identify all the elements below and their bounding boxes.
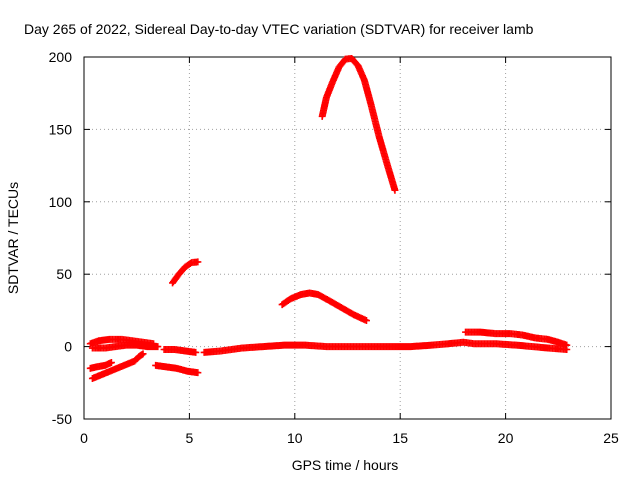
series-arc-mid-left: [169, 258, 202, 287]
y-tick-label: 100: [49, 194, 73, 210]
y-tick-label: 200: [49, 49, 73, 65]
data-point: [154, 343, 162, 351]
data-point: [362, 317, 370, 325]
x-axis-tick-labels: 0 5 10 15 20 25: [80, 430, 619, 446]
series-arc-early-low3: [152, 361, 202, 377]
y-tick-label: -50: [52, 411, 72, 427]
chart-title: Day 265 of 2022, Sidereal Day-to-day VTE…: [24, 21, 534, 37]
x-tick-label: 10: [287, 430, 303, 446]
data-point: [194, 258, 202, 266]
series-arc-early-mid: [88, 341, 162, 352]
series-arc-hump: [278, 289, 370, 325]
y-tick-label: 150: [49, 121, 73, 137]
series-arc-early-low1: [86, 359, 115, 372]
x-tick-label: 25: [603, 430, 619, 446]
x-tick-label: 20: [498, 430, 514, 446]
data-point: [563, 341, 571, 349]
data-point: [192, 348, 200, 356]
series-arc-early-right: [160, 345, 200, 356]
y-tick-label: 0: [64, 339, 72, 355]
series-arc-peak: [318, 54, 399, 194]
series-arc-early-low2: [88, 350, 147, 382]
data-point: [391, 186, 399, 194]
x-tick-label: 0: [80, 430, 88, 446]
y-tick-label: 50: [56, 266, 72, 282]
series-arc-late: [462, 328, 571, 349]
axis-ticks: [83, 56, 612, 420]
x-axis-label: GPS time / hours: [292, 457, 399, 473]
data-point: [107, 359, 115, 367]
series-arc-baseline: [200, 338, 571, 356]
data-point: [194, 369, 202, 377]
x-tick-label: 15: [392, 430, 408, 446]
y-axis-label: SDTVAR / TECUs: [5, 182, 21, 294]
x-tick-label: 5: [186, 430, 194, 446]
data-points: [86, 54, 571, 382]
y-axis-tick-labels: -50 0 50 100 150 200: [49, 49, 73, 427]
grid-lines: [84, 57, 611, 419]
data-point: [139, 350, 147, 358]
